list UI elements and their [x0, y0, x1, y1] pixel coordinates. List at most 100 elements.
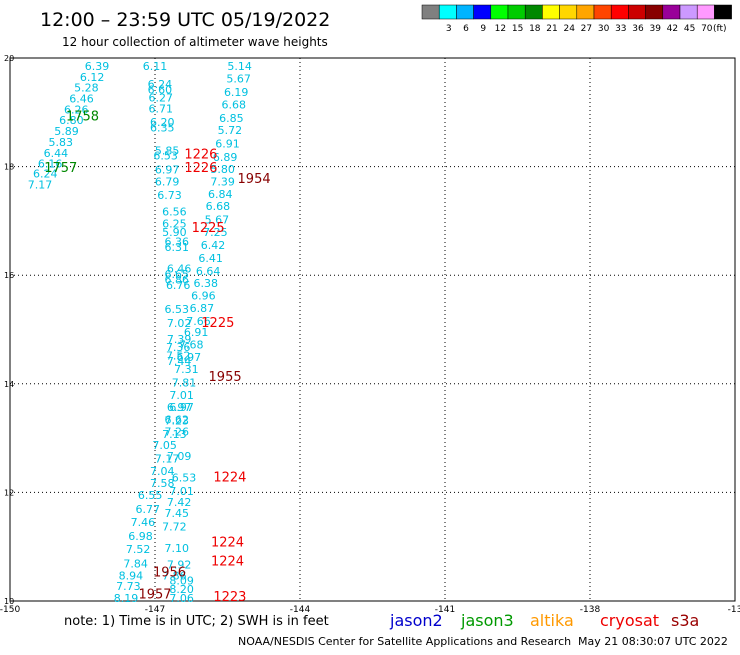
wave-height-value: 7.02	[167, 317, 192, 330]
wave-height-value: 6.27	[149, 91, 174, 104]
wave-height-value: 6.35	[150, 121, 175, 134]
wave-height-value: 8.94	[119, 569, 144, 582]
wave-height-value: 6.68	[206, 200, 231, 213]
legend-swatch	[542, 4, 560, 20]
wave-height-value: 5.72	[218, 124, 243, 137]
wave-height-value: 6.16	[38, 158, 63, 171]
pass-time-label: 1957	[138, 587, 171, 602]
lat-tick-label: 18	[4, 163, 14, 172]
legend-label: 42	[667, 24, 678, 34]
wave-height-value: 6.19	[224, 86, 249, 99]
mission-label-s3a: s3a	[671, 611, 699, 630]
wave-height-value: 7.13	[162, 428, 187, 441]
wave-height-value: 8.20	[169, 583, 194, 596]
wave-height-value: 6.55	[138, 489, 163, 502]
wave-height-value: 7.39	[167, 333, 192, 346]
pass-time-label: 1225	[201, 316, 234, 331]
wave-height-value: 7.04	[150, 465, 175, 478]
wave-height-value: 7.23	[165, 415, 190, 428]
footer-credit: NOAA/NESDIS Center for Satellite Applica…	[238, 635, 571, 648]
legend-label: 18	[529, 24, 541, 34]
wave-height-value: 6.24	[33, 167, 58, 180]
legend-swatch	[473, 4, 492, 20]
map-subtitle: 12 hour collection of altimeter wave hei…	[62, 35, 328, 49]
pass-time-label: 1224	[211, 536, 244, 551]
lat-tick-label: 14	[4, 380, 14, 389]
wave-height-value: 7.92	[167, 558, 192, 571]
wave-height-value: 6.53	[165, 303, 190, 316]
wave-height-value: 5.85	[155, 145, 180, 158]
lat-lon-grid	[10, 58, 735, 601]
wave-height-value: 6.39	[85, 60, 110, 73]
wave-height-value: 6.89	[213, 151, 238, 164]
wave-height-value: 7.17	[28, 178, 53, 191]
wave-height-value: 7.81	[172, 377, 197, 390]
wave-height-value: 6.97	[177, 351, 202, 364]
legend-label: 33	[615, 24, 626, 34]
legend-label: 27	[581, 24, 592, 34]
mission-label-jason3: jason3	[460, 611, 514, 630]
wave-height-value: 7.58	[150, 477, 175, 490]
legend-swatch	[490, 4, 509, 20]
legend-label: 70	[701, 24, 713, 34]
wave-height-value: 6.24	[148, 78, 173, 91]
legend-swatch	[610, 4, 629, 20]
wave-height-value: 7.10	[165, 542, 190, 555]
map-title: 12:00 – 23:59 UTC 05/19/2022	[40, 9, 330, 31]
wave-height-value: 6.80	[59, 114, 84, 127]
wave-height-value: 6.44	[44, 147, 69, 160]
lon-tick-label: -150	[0, 605, 20, 615]
legend-swatch	[559, 4, 578, 20]
wave-height-value: 7.46	[131, 516, 156, 529]
legend-swatch	[696, 4, 715, 20]
lat-tick-label: 16	[4, 271, 14, 280]
wave-height-value: 6.68	[222, 98, 247, 111]
wave-height-value: 6.64	[196, 265, 221, 278]
wave-height-value: 7.73	[116, 580, 141, 593]
wave-height-value: 6.60	[148, 83, 173, 96]
wave-height-value: 5.83	[49, 136, 74, 149]
wave-height-value: 6.12	[80, 71, 105, 84]
mission-label-jason2: jason2	[389, 611, 443, 630]
wave-height-value: 7.39	[210, 176, 235, 189]
wave-height-value: 7.86	[162, 569, 187, 582]
wave-height-value: 6.25	[162, 217, 187, 230]
legend-swatch	[714, 4, 732, 20]
wave-height-value: 6.98	[128, 530, 153, 543]
legend-swatch	[576, 4, 595, 20]
wave-height-value: 6.97	[169, 401, 194, 414]
wave-height-value: 7.84	[123, 557, 148, 570]
wave-height-value: 7.26	[165, 425, 190, 438]
wave-height-value: 7.31	[174, 363, 199, 376]
wave-height-value: 6.97	[167, 401, 192, 414]
legend-swatch	[593, 4, 612, 20]
wave-height-value: 6.91	[215, 138, 240, 151]
pass-time-label: 1954	[238, 172, 271, 187]
plot-frame	[9, 57, 736, 602]
wave-height-value: 7.01	[169, 485, 194, 498]
legend-swatch	[662, 4, 681, 20]
pass-time-label: 1226	[184, 147, 217, 162]
legend-label: 39	[649, 24, 661, 34]
legend-swatch	[628, 4, 646, 20]
legend-label: 21	[546, 24, 557, 34]
wave-height-value: 6.77	[136, 503, 161, 516]
wave-height-value: 5.67	[226, 72, 251, 85]
legend-unit: (ft)	[713, 24, 727, 34]
wave-height-value: 6.31	[165, 241, 190, 254]
lat-tick-label: 12	[4, 488, 14, 497]
lon-tick-label: -147	[145, 605, 165, 615]
wave-height-value: 6.96	[191, 290, 216, 303]
wave-height-value: 7.44	[167, 355, 192, 368]
wave-height-value: 6.65	[165, 268, 190, 281]
legend-swatch	[421, 4, 440, 20]
legend-swatch	[524, 4, 543, 20]
wave-height-value: 6.56	[162, 205, 187, 218]
mission-label-altika: altika	[530, 611, 574, 630]
wave-height-value: 6.79	[155, 176, 180, 189]
legend-swatch	[507, 4, 526, 20]
lon-tick-label: -13	[728, 605, 740, 615]
wave-height-value: 7.36	[166, 341, 191, 354]
